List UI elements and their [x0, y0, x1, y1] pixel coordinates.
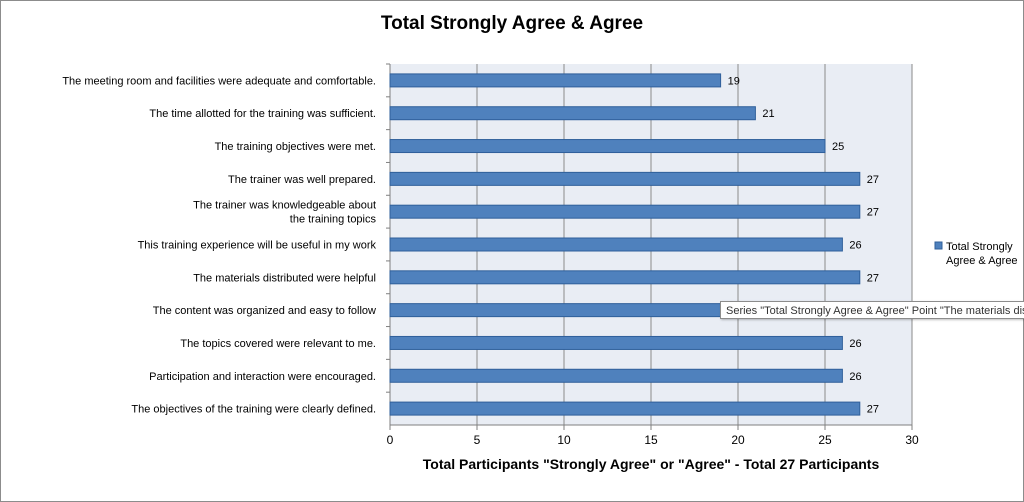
x-tick-label: 5 — [474, 433, 481, 447]
bar — [389, 204, 861, 219]
x-tick-label: 0 — [387, 433, 394, 447]
x-tick-label: 25 — [818, 433, 832, 447]
data-label: 21 — [762, 108, 774, 120]
bar — [389, 401, 861, 416]
category-label: The trainer was knowledgeable about — [193, 200, 376, 212]
data-label: 27 — [867, 174, 879, 186]
data-label: 27 — [867, 207, 879, 219]
category-label: The meeting room and facilities were ade… — [62, 75, 376, 87]
bar — [389, 73, 722, 88]
category-label: Participation and interaction were encou… — [149, 371, 376, 383]
x-tick-label: 20 — [731, 433, 745, 447]
legend-swatch — [934, 241, 943, 250]
legend-label: Total Strongly — [946, 241, 1013, 253]
category-label: The training objectives were met. — [215, 141, 376, 153]
bar — [389, 270, 861, 285]
category-label: The time allotted for the training was s… — [149, 108, 376, 120]
data-label: 26 — [849, 371, 861, 383]
x-tick-label: 30 — [905, 433, 919, 447]
data-label: 19 — [728, 75, 740, 87]
data-label: 26 — [849, 338, 861, 350]
category-label: The materials distributed were helpful — [193, 272, 376, 284]
x-axis-title: Total Participants "Strongly Agree" or "… — [423, 456, 880, 472]
x-tick-label: 15 — [644, 433, 658, 447]
category-label: The objectives of the training were clea… — [131, 404, 376, 416]
bar — [389, 106, 756, 121]
category-label: The trainer was well prepared. — [228, 174, 376, 186]
bar — [389, 139, 826, 154]
data-label: 27 — [867, 272, 879, 284]
legend-label: Agree & Agree — [946, 255, 1018, 267]
category-label: This training experience will be useful … — [138, 240, 377, 252]
x-tick-label: 10 — [557, 433, 571, 447]
data-label: 26 — [849, 240, 861, 252]
category-label: The content was organized and easy to fo… — [153, 305, 376, 317]
category-label: the training topics — [290, 214, 377, 226]
bar — [389, 368, 843, 383]
chart-title: Total Strongly Agree & Agree — [381, 13, 643, 34]
category-label: The topics covered were relevant to me. — [180, 338, 376, 350]
bar — [389, 237, 843, 252]
data-label: 27 — [867, 404, 879, 416]
bar — [389, 171, 861, 186]
chart-tooltip: Series "Total Strongly Agree & Agree" Po… — [720, 301, 1024, 319]
bar — [389, 335, 843, 350]
data-label: 25 — [832, 141, 844, 153]
